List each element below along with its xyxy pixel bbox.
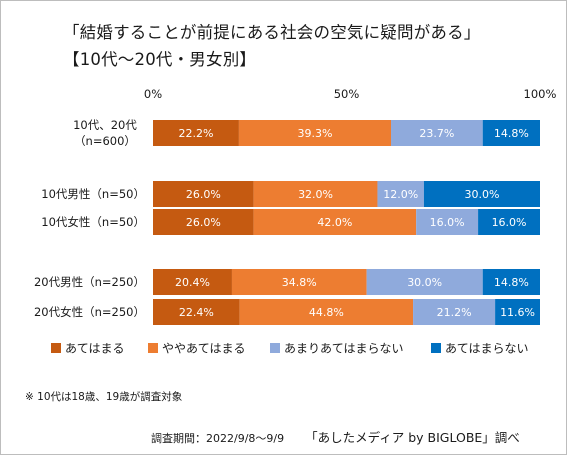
data-label: 30.0% [407,276,442,289]
survey-period: 調査期間：2022/9/8～9/9 [151,432,285,445]
data-label: 20.4% [175,276,210,289]
bar-segment [495,299,540,325]
data-label: 12.0% [383,188,418,201]
bar-segment [153,209,254,235]
bar-segment [238,120,392,146]
footnote: ※ 10代は18歳、19歳が調査対象 [25,391,183,403]
bar-segment [482,269,540,295]
bar-segment [423,181,540,207]
category-label: 10代、20代 [73,118,137,132]
bar-segment [153,181,254,207]
category-label: 10代女性（n=50） [41,215,145,229]
data-label: 39.3% [297,127,332,140]
category-label: （n=600） [74,134,136,148]
category-label: 20代男性（n=250） [34,275,145,289]
bar-segment [239,299,414,325]
bar-segment [153,299,240,325]
bar-segment [366,269,483,295]
data-label: 22.4% [179,306,214,319]
legend-label: あまりあてはまらない [284,342,404,356]
legend-label: あてはまらない [445,342,529,356]
bar-segment [153,120,239,146]
data-label: 42.0% [317,216,352,229]
bar-segment [377,181,424,207]
legend-swatch [431,343,441,353]
bar-segment [153,269,232,295]
data-label: 16.0% [492,216,527,229]
data-label: 11.6% [500,306,535,319]
bar-segment [253,209,417,235]
x-tick-label: 100% [524,87,557,101]
category-label: 20代女性（n=250） [34,305,145,319]
data-label: 34.8% [282,276,317,289]
data-label: 30.0% [464,188,499,201]
bar-segment [253,181,378,207]
data-label: 26.0% [186,216,221,229]
data-label: 14.8% [494,127,529,140]
source-line: 調査期間：2022/9/8～9/9 「あしたメディア by BIGLOBE」調べ [151,427,520,446]
x-tick-label: 0% [144,87,162,101]
bar-segment [231,269,367,295]
data-label: 23.7% [419,127,454,140]
legend-swatch [51,343,61,353]
data-label: 22.2% [178,127,213,140]
legend-label: あてはまる [65,342,125,356]
source-credit: 「あしたメディア by BIGLOBE」調べ [305,430,520,445]
chart-subtitle: 【10代～20代・男女別】 [63,50,257,69]
stacked-bar-chart: 0% 50% 100% 22.2% 39.3% 23.7% 14.8% 10代、20代 （n=6… [34,87,557,356]
chart-title: 「結婚することが前提にある社会の空気に疑問がある」 [63,23,481,42]
legend-swatch [148,343,158,353]
legend-label: ややあてはまる [162,342,246,356]
legend-swatch [270,343,280,353]
data-label: 32.0% [298,188,333,201]
bar-segment [413,299,496,325]
data-label: 14.8% [494,276,529,289]
bar-segment [478,209,540,235]
data-label: 16.0% [430,216,465,229]
bar-segment [391,120,483,146]
data-label: 26.0% [186,188,221,201]
x-tick-label: 50% [334,87,360,101]
bar-segment [482,120,540,146]
bar-segment [416,209,479,235]
data-label: 44.8% [309,306,344,319]
category-label: 10代男性（n=50） [41,187,145,201]
data-label: 21.2% [437,306,472,319]
